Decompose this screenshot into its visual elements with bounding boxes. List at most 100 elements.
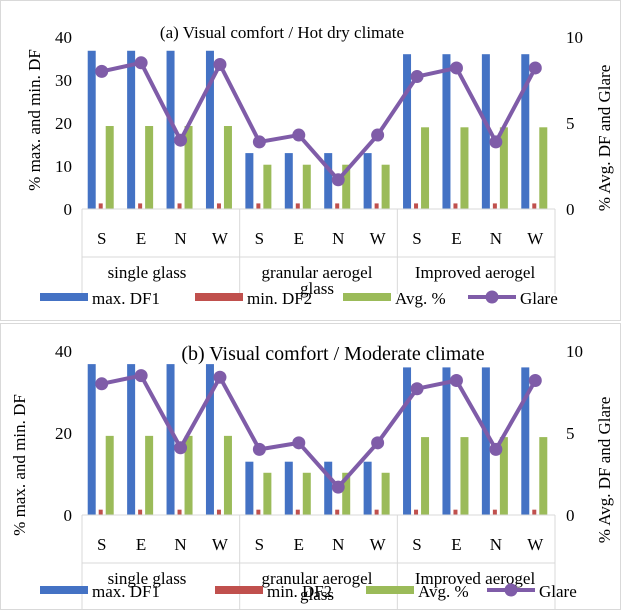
legend-swatch [343, 293, 391, 301]
legend-label: Glare [539, 582, 577, 601]
legend: max. DF1 min. DF2 Avg. % Glare [40, 289, 558, 308]
bar-min-df2 [453, 203, 458, 209]
glare-point [489, 135, 503, 149]
bar-max-df1 [87, 364, 96, 515]
bar-avg- [381, 164, 390, 209]
bar-avg- [539, 437, 548, 515]
bar-max-df1 [442, 54, 451, 210]
bar-avg- [460, 127, 469, 209]
bar-min-df2 [374, 509, 379, 515]
bar-avg- [184, 126, 193, 209]
legend-label: min. DF2 [247, 289, 312, 308]
glare-point [449, 61, 463, 75]
x-tick-label: N [490, 229, 502, 248]
bar-min-df2 [177, 203, 182, 209]
glare-point [95, 377, 109, 391]
x-tick-label: E [451, 535, 461, 554]
glare-point [252, 442, 266, 456]
bar-max-df1 [245, 461, 254, 515]
glare-point [410, 382, 424, 396]
legend-swatch-marker [504, 583, 518, 597]
bar-max-df1 [481, 54, 490, 210]
y2-tick-label: 0 [566, 200, 575, 219]
legend-label: max. DF1 [92, 289, 160, 308]
bar-max-df1 [521, 54, 530, 210]
legend-label: Avg. % [395, 289, 446, 308]
bar-min-df2 [492, 203, 497, 209]
legend-swatch [40, 586, 88, 594]
x-tick-label: S [255, 229, 264, 248]
bar-min-df2 [98, 203, 103, 209]
x-tick-label: W [212, 535, 229, 554]
glare-point [371, 128, 385, 142]
glare-point [410, 70, 424, 84]
legend-swatch [40, 293, 88, 301]
x-tick-label: N [490, 535, 502, 554]
bar-avg- [539, 127, 548, 209]
bar-max-df1 [87, 50, 96, 210]
x-tick-label: S [412, 535, 421, 554]
bar-min-df2 [98, 509, 103, 515]
bar-min-df2 [295, 203, 300, 209]
bar-min-df2 [216, 509, 221, 515]
bar-min-df2 [138, 203, 143, 209]
x-tick-label: W [527, 229, 544, 248]
bar-max-df1 [481, 367, 490, 515]
bar-max-df1 [324, 153, 333, 209]
bar-min-df2 [256, 203, 261, 209]
bar-avg- [223, 435, 232, 515]
bar-avg- [381, 472, 390, 515]
glare-point [292, 128, 306, 142]
bar-avg- [499, 127, 508, 209]
bar-max-df1 [284, 153, 293, 209]
x-tick-label: S [255, 535, 264, 554]
legend-label: max. DF1 [92, 582, 160, 601]
x-tick-label: W [527, 535, 544, 554]
x-tick-label: W [212, 229, 229, 248]
panel-a-title: (a) Visual comfort / Hot dry climate [160, 23, 404, 42]
bar-max-df1 [166, 50, 175, 210]
glare-line [101, 60, 538, 182]
x-tick-label: E [136, 535, 146, 554]
panel-b-group-label-single-glass: single glass [108, 569, 187, 588]
glare-point [213, 58, 227, 72]
glare-point [292, 436, 306, 450]
bar-avg- [263, 472, 272, 515]
glare-point [174, 133, 188, 147]
bar-max-df1 [363, 153, 372, 209]
bar-avg- [223, 126, 232, 209]
bar-min-df2 [414, 509, 419, 515]
glare-point [252, 135, 266, 149]
y2-tick-label: 5 [566, 114, 575, 133]
bar-min-df2 [138, 509, 143, 515]
bar-max-df1 [403, 54, 412, 210]
glare-point [95, 64, 109, 78]
bar-avg- [460, 437, 469, 515]
bar-avg- [342, 164, 351, 209]
bar-min-df2 [492, 509, 497, 515]
panel-a-y-axis-label: % max. and min. DF [25, 49, 44, 191]
y2-tick-label: 5 [566, 424, 575, 443]
y2-tick-label: 10 [566, 28, 583, 47]
glare-point [449, 374, 463, 388]
x-tick-label: N [174, 535, 186, 554]
x-tick-label: S [97, 535, 106, 554]
y-tick-label: 0 [64, 506, 73, 525]
panel-a-group-label-single-glass: single glass [108, 263, 187, 282]
panel-b-title: (b) Visual comfort / Moderate climate [181, 343, 484, 365]
bar-avg- [302, 472, 311, 515]
x-tick-label: E [451, 229, 461, 248]
bar-avg- [145, 435, 154, 515]
bar-min-df2 [256, 509, 261, 515]
legend-swatch [366, 586, 414, 594]
panel-a-group-label-granular-aerogel: granular aerogel glass [262, 263, 373, 298]
glare-point [528, 61, 542, 75]
bar-max-df1 [284, 461, 293, 515]
panel-b-group-label-granular-aerogel: granular aerogel glass [262, 569, 373, 604]
bar-max-df1 [127, 50, 136, 210]
glare-point [213, 370, 227, 384]
bar-min-df2 [453, 509, 458, 515]
x-tick-label: E [294, 535, 304, 554]
